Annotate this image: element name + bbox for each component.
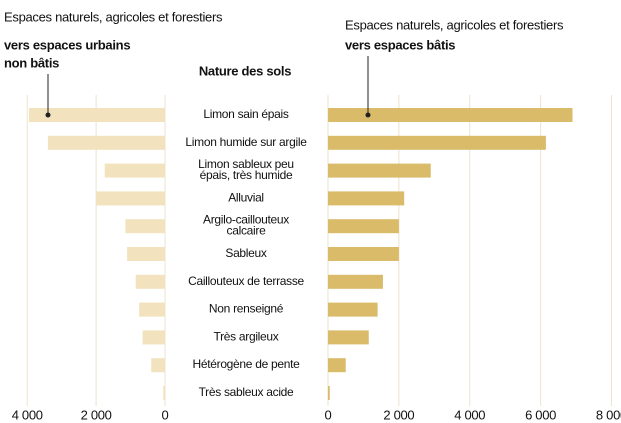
bar <box>328 135 546 150</box>
callout-dot <box>365 112 371 118</box>
category-label: Hétérogène de pente <box>192 357 300 371</box>
bar <box>328 302 378 317</box>
category-label: Caillouteux de terrasse <box>188 274 304 288</box>
left-subtitle: non bâtis <box>4 55 59 70</box>
x-tick-label: 2 000 <box>81 407 112 422</box>
bar <box>125 219 165 234</box>
x-tick-label: 0 <box>325 407 332 422</box>
left-title: Espaces naturels, agricoles et forestier… <box>4 9 223 24</box>
bar <box>328 247 399 261</box>
bar <box>151 358 165 373</box>
bar <box>47 135 166 150</box>
bar <box>328 274 383 289</box>
bar <box>96 191 165 206</box>
category-label: Limon humide sur argile <box>185 135 307 149</box>
bar <box>328 219 399 234</box>
bar <box>139 302 165 317</box>
bar <box>135 274 165 289</box>
left-subtitle: vers espaces urbains <box>4 37 130 52</box>
bars <box>28 108 573 400</box>
category-label: Sableux <box>225 246 267 260</box>
bar <box>328 330 369 345</box>
x-tick-label: 6 000 <box>525 407 556 422</box>
category-label: Très argileux <box>213 330 278 344</box>
x-tick-label: 8 000 <box>596 407 621 422</box>
bar <box>142 330 165 345</box>
right-subtitle: vers espaces bâtis <box>345 37 455 52</box>
category-axis-label: Nature des sols <box>199 63 291 78</box>
bar <box>328 386 330 400</box>
callout-dot <box>45 112 51 118</box>
bar <box>328 358 346 373</box>
x-tick-label: 0 <box>162 407 169 422</box>
x-tick-label: 2 000 <box>383 407 414 422</box>
bar <box>28 108 166 122</box>
category-label: Limon sain épais <box>203 107 289 121</box>
bar <box>163 386 165 400</box>
category-label: Limon sableux peu épais, très humide <box>198 157 294 182</box>
bar <box>328 191 405 206</box>
bar <box>328 108 573 122</box>
category-label: Alluvial <box>228 191 264 205</box>
bar <box>328 163 431 178</box>
category-label: Très sableux acide <box>199 385 294 399</box>
bar <box>104 163 165 178</box>
right-title: Espaces naturels, agricoles et forestier… <box>345 17 564 32</box>
x-tick-label: 4 000 <box>12 407 43 422</box>
bar <box>127 247 165 261</box>
category-label: Non renseigné <box>209 302 284 316</box>
category-label: Argilo-caillouteux calcaire <box>203 213 289 238</box>
x-tick-label: 4 000 <box>454 407 485 422</box>
